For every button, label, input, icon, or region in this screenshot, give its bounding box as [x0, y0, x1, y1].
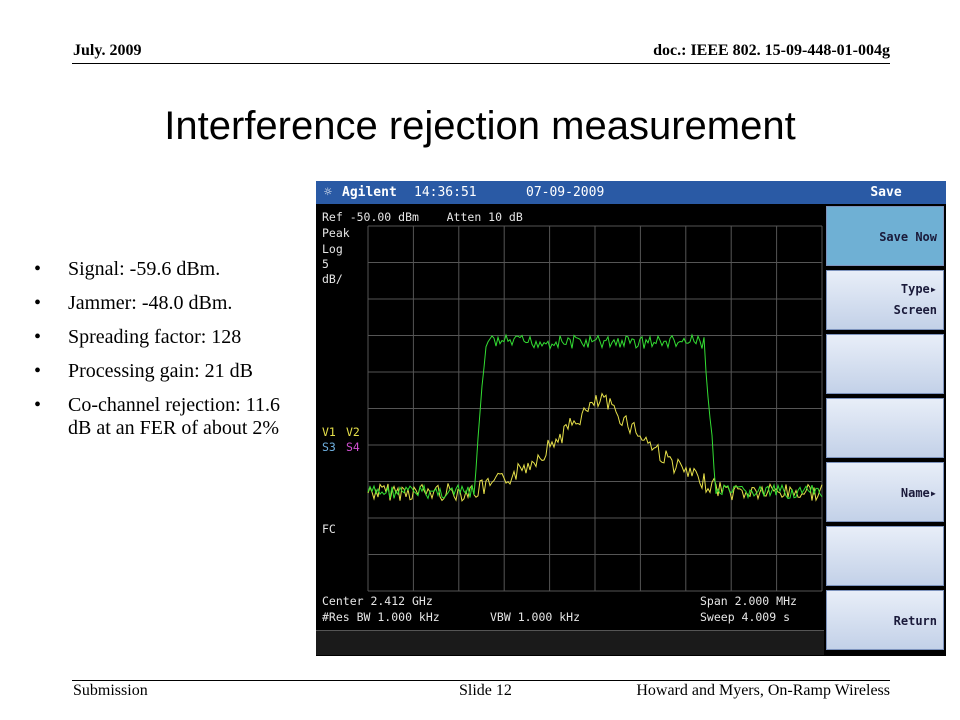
- ref-level: Ref -50.00 dBm Atten 10 dB: [322, 210, 523, 224]
- bullet-text: Co-channel rejection: 11.6 dB at an FER …: [68, 394, 280, 439]
- bullet-item: • Jammer: -48.0 dBm.: [34, 292, 304, 315]
- detector-mode: Peak: [322, 226, 350, 240]
- analyzer-topbar: ☼ Agilent 14:36:51 07-09-2009: [316, 181, 946, 204]
- analyzer-statusbar: [316, 630, 824, 655]
- analyzer-screen: Ref -50.00 dBm Atten 10 dB Peak Log 5 dB…: [316, 204, 824, 628]
- scale-div: 5: [322, 257, 329, 271]
- blank-softkey[interactable]: [826, 526, 944, 586]
- bullet-item: • Spreading factor: 128: [34, 326, 304, 349]
- return-label: Return: [893, 614, 937, 628]
- analyzer-date: 07-09-2009: [526, 185, 605, 200]
- signal-trace: [367, 333, 823, 500]
- bullet-item: • Co-channel rejection: 11.6 dB at an FER…: [34, 394, 304, 440]
- center-freq: Center 2.412 GHz: [322, 594, 433, 608]
- footer-slide-number: Slide 12: [459, 682, 512, 699]
- spectrum-analyzer-screenshot: ☼ Agilent 14:36:51 07-09-2009 Save Ref -…: [316, 181, 946, 656]
- scale-type: Log: [322, 242, 343, 256]
- slide-title: Interference rejection measurement: [164, 104, 796, 148]
- save-now-label: Save Now: [879, 230, 937, 244]
- res-bw: #Res BW 1.000 kHz: [322, 610, 440, 624]
- footer-submission: Submission: [73, 682, 148, 699]
- name-button[interactable]: Name▸: [826, 462, 944, 522]
- bullet-dot-icon: •: [34, 258, 42, 280]
- blank-softkey[interactable]: [826, 398, 944, 458]
- bullet-item: • Signal: -59.6 dBm.: [34, 258, 304, 281]
- bullet-list: • Signal: -59.6 dBm. • Jammer: -48.0 dBm. …: [34, 258, 304, 451]
- return-button[interactable]: Return: [826, 590, 944, 650]
- type-label: Type▸: [900, 282, 937, 296]
- footer-authors: Howard and Myers, On-Ramp Wireless: [636, 682, 890, 699]
- save-now-button[interactable]: Save Now: [826, 206, 944, 266]
- blank-softkey[interactable]: [826, 334, 944, 394]
- fc-label: FC: [322, 522, 336, 536]
- scale-units: dB/: [322, 272, 343, 286]
- sun-icon: ☼: [324, 185, 332, 200]
- bullet-dot-icon: •: [34, 326, 42, 348]
- bullet-text: Processing gain: 21 dB: [68, 360, 253, 382]
- span: Span 2.000 MHz: [700, 594, 797, 608]
- analyzer-time: 14:36:51: [414, 185, 477, 200]
- type-value: Screen: [893, 303, 937, 317]
- analyzer-brand: Agilent: [342, 185, 397, 200]
- bullet-text: Spreading factor: 128: [68, 326, 242, 348]
- v2-label: V2: [346, 425, 360, 439]
- s4-label: S4: [346, 440, 360, 454]
- v1-label: V1: [322, 425, 336, 439]
- bullet-item: • Processing gain: 21 dB: [34, 360, 304, 383]
- menu-title: Save: [826, 181, 946, 204]
- header-doc-id: doc.: IEEE 802. 15-09-448-01-004g: [653, 42, 890, 59]
- s3-label: S3: [322, 440, 336, 454]
- bullet-dot-icon: •: [34, 394, 42, 416]
- bullet-text: Jammer: -48.0 dBm.: [68, 292, 233, 314]
- type-button[interactable]: Type▸ Screen: [826, 270, 944, 330]
- vbw: VBW 1.000 kHz: [490, 610, 581, 624]
- bullet-dot-icon: •: [34, 360, 42, 382]
- bullet-dot-icon: •: [34, 292, 42, 314]
- header-date: July. 2009: [73, 42, 142, 59]
- sweep-time: Sweep 4.009 s: [700, 610, 791, 624]
- footer-rule: [72, 680, 890, 681]
- name-label: Name▸: [900, 486, 937, 500]
- bullet-text: Signal: -59.6 dBm.: [68, 258, 221, 280]
- graticule: [367, 225, 823, 592]
- header-rule: [72, 63, 890, 64]
